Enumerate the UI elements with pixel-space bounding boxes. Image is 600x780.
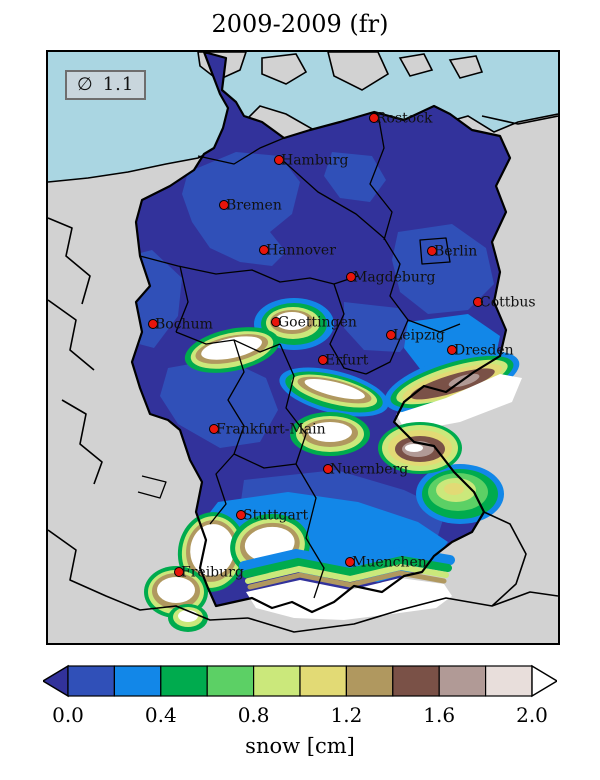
rhoen-mountains	[290, 412, 370, 456]
colorbar-tick-label: 0.8	[238, 703, 270, 727]
state-borders	[137, 113, 461, 599]
city-marker	[174, 567, 184, 577]
colorbar-tick-label: 1.2	[330, 703, 362, 727]
city-label: Leipzig	[393, 328, 445, 344]
colorbar-tick-label: 2.0	[516, 703, 548, 727]
city-marker	[427, 246, 437, 256]
colorbar-segment	[206, 665, 255, 697]
colorbar-segment	[67, 665, 116, 697]
fichtelgebirge-mountains	[378, 422, 462, 474]
sauerland-mountains	[184, 327, 280, 373]
city-marker	[259, 245, 269, 255]
foreign-borders	[48, 115, 558, 633]
figure-title: 2009-2009 (fr)	[211, 10, 389, 38]
colorbar-segment	[392, 665, 440, 697]
city-marker	[148, 319, 158, 329]
germany-border	[130, 52, 512, 614]
city-label: Stuttgart	[243, 508, 308, 524]
colorbar-tick-label: 1.6	[423, 703, 455, 727]
colorbar-segment	[299, 665, 348, 697]
city-marker	[236, 510, 246, 520]
colorbar-segment	[345, 665, 394, 697]
city-label: Freiburg	[181, 565, 244, 581]
city-label: Cottbus	[480, 295, 536, 311]
city-label: Magdeburg	[353, 270, 436, 286]
colorbar-over-arrow	[531, 664, 559, 698]
colorbar-svg: 0.0 0.4 0.8 1.2 1.6 2.0	[41, 664, 559, 727]
city-label: Goettingen	[278, 315, 357, 331]
city-marker	[209, 424, 219, 434]
diameter-symbol: ∅	[77, 74, 94, 95]
city-marker	[271, 317, 281, 327]
city-marker	[318, 355, 328, 365]
city-label: Berlin	[434, 244, 477, 260]
sea	[48, 52, 558, 183]
city-label: Bremen	[226, 198, 282, 214]
colorbar-segment	[253, 665, 301, 697]
city-marker	[386, 330, 396, 340]
colorbar: 0.0 0.4 0.8 1.2 1.6 2.0	[41, 664, 559, 730]
colorbar-segment	[113, 665, 162, 697]
colorbar-tick-label: 0.4	[145, 703, 177, 727]
city-label: Dresden	[454, 343, 514, 359]
city-marker	[274, 155, 284, 165]
thuringian-forest	[279, 367, 389, 417]
colorbar-tick-label: 0.0	[52, 703, 84, 727]
city-markers: Rostock Hamburg Bremen Hannover Berlin Magdeb…	[148, 111, 536, 581]
city-marker	[369, 113, 379, 123]
city-label: Hamburg	[281, 153, 349, 169]
city-label: Bochum	[155, 317, 213, 333]
mean-badge: ∅ 1.1	[65, 70, 147, 100]
city-marker	[219, 200, 229, 210]
colorbar-segment	[438, 665, 487, 697]
city-marker	[473, 297, 483, 307]
city-label: Nuernberg	[330, 462, 408, 478]
colorbar-segment	[485, 665, 533, 697]
city-label: Rostock	[376, 111, 433, 127]
germany-map: Rostock Hamburg Bremen Hannover Berlin Magdeb…	[48, 52, 558, 643]
city-marker	[323, 464, 333, 474]
city-label: Erfurt	[325, 353, 369, 369]
map-frame: Rostock Hamburg Bremen Hannover Berlin Magdeb…	[46, 50, 560, 645]
city-marker	[345, 557, 355, 567]
colorbar-label: snow [cm]	[245, 734, 355, 758]
city-label: Frankfurt-Main	[216, 422, 326, 438]
city-marker	[447, 345, 457, 355]
erzgebirge-mountains	[384, 351, 522, 432]
city-label: Hannover	[266, 243, 336, 259]
colorbar-under-arrow	[41, 664, 69, 698]
black-forest-south	[144, 566, 208, 632]
city-marker	[346, 272, 356, 282]
colorbar-segment	[160, 665, 208, 697]
city-label: Muenchen	[352, 555, 427, 571]
mean-value: 1.1	[102, 74, 135, 95]
